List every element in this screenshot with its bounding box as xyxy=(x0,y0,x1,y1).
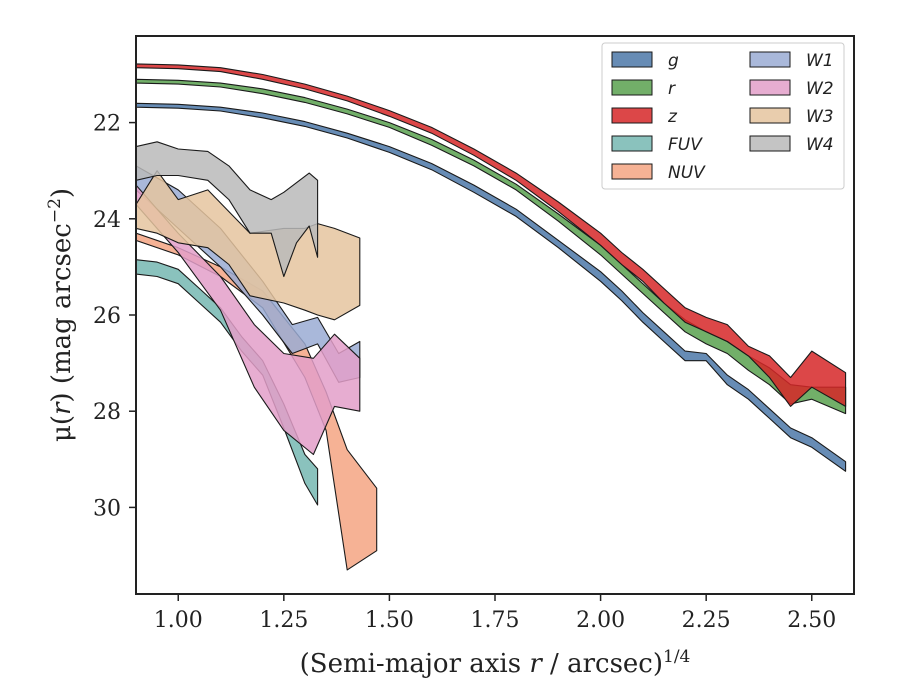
legend-swatch-w4 xyxy=(749,135,791,152)
y-tick-label: 28 xyxy=(93,400,121,425)
y-tick-label: 26 xyxy=(93,304,121,329)
legend-label-w1: W1 xyxy=(806,51,834,71)
y-axis-label: μ(r) (mag arcsec−2) xyxy=(45,188,77,442)
band-w4 xyxy=(136,141,319,278)
legend-swatch-r xyxy=(611,79,653,96)
y-tick-label: 30 xyxy=(93,496,121,521)
band-fuv xyxy=(136,259,319,506)
legend-swatch-w1 xyxy=(749,51,791,68)
legend-label-w3: W3 xyxy=(806,107,834,127)
legend-swatch-w3 xyxy=(749,107,791,124)
x-axis-label: (Semi-major axis r / arcsec)1/4 xyxy=(300,647,691,679)
legend-label-fuv: FUV xyxy=(668,135,703,155)
legend-label-g: g xyxy=(668,51,679,71)
y-axis: 22 24 26 28 30 xyxy=(93,112,136,521)
x-tick-label: 2.00 xyxy=(576,608,625,633)
y-tick-label: 22 xyxy=(93,112,121,137)
y-tick-label: 24 xyxy=(93,208,121,233)
x-tick-label: 2.25 xyxy=(682,608,731,633)
legend-swatch-z xyxy=(611,107,653,124)
x-tick-label: 1.25 xyxy=(259,608,308,633)
legend-label-nuv: NUV xyxy=(668,163,706,183)
legend-label-r: r xyxy=(668,79,676,99)
x-tick-label: 2.50 xyxy=(787,608,836,633)
x-axis: 1.00 1.25 1.50 1.75 2.00 2.25 2.50 xyxy=(154,594,836,633)
x-tick-label: 1.75 xyxy=(471,608,520,633)
legend-swatch-w2 xyxy=(749,79,791,96)
legend-label-w2: W2 xyxy=(806,79,834,99)
x-tick-label: 1.50 xyxy=(365,608,414,633)
legend-label-z: z xyxy=(667,107,678,127)
legend-swatch-nuv xyxy=(611,163,653,180)
series-bands xyxy=(136,63,847,571)
legend-label-w4: W4 xyxy=(806,135,834,155)
legend-swatch-fuv xyxy=(611,135,653,152)
legend-swatch-g xyxy=(611,51,653,68)
legend: grz FUV NUV W1 W2 W3 W4 xyxy=(601,42,845,190)
band-w2 xyxy=(136,184,361,456)
x-tick-label: 1.00 xyxy=(154,608,203,633)
band-g xyxy=(136,102,847,472)
band-z xyxy=(136,63,847,407)
band-w3 xyxy=(136,170,361,321)
